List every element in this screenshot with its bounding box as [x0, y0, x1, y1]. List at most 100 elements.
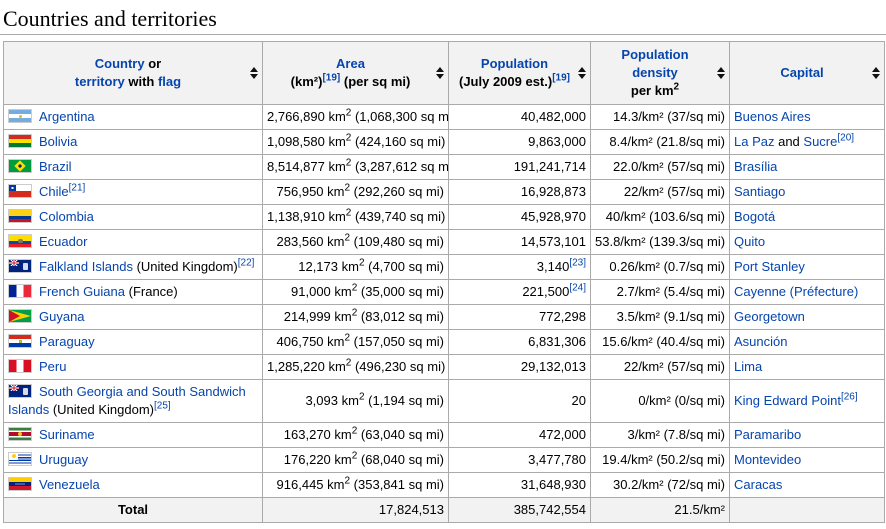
capital-link[interactable]: Cayenne (Préfecture): [734, 284, 859, 299]
population-cell: 9,863,000: [448, 129, 591, 155]
country-cell: Bolivia: [3, 129, 263, 155]
header-capital[interactable]: Capital: [729, 41, 885, 105]
unit-km: km: [324, 159, 346, 174]
country-header-link[interactable]: Country: [94, 56, 145, 71]
flag-header-link[interactable]: flag: [157, 74, 182, 89]
sort-button[interactable]: [250, 67, 258, 79]
area-cell: 1,138,910 km2 (439,740 sq mi): [262, 204, 449, 230]
country-link[interactable]: Ecuador: [39, 234, 88, 249]
area-mi-value: (424,160 sq mi): [351, 134, 446, 149]
density-cell: 3/km² (7.8/sq mi): [590, 422, 730, 448]
country-link[interactable]: Colombia: [39, 209, 94, 224]
area-mi-value: (63,040 sq mi): [357, 427, 444, 442]
country-link[interactable]: Bolivia: [39, 134, 78, 149]
unit-km: km: [323, 477, 345, 492]
country-link[interactable]: Peru: [39, 359, 67, 374]
flag-venezuela-icon[interactable]: [8, 477, 32, 491]
unit-km: km: [323, 234, 345, 249]
flag-guyana-icon[interactable]: [8, 309, 32, 323]
country-link[interactable]: Uruguay: [39, 452, 89, 467]
country-link[interactable]: Brazil: [39, 159, 72, 174]
footnote-link[interactable]: [22]: [237, 257, 255, 269]
country-link[interactable]: Venezuela: [39, 477, 100, 492]
flag-paraguay-icon[interactable]: [8, 334, 32, 348]
total-label-cell: Total: [3, 497, 263, 523]
header-population[interactable]: Population (July 2009 est.)[19]: [448, 41, 591, 105]
sort-button[interactable]: [717, 67, 725, 79]
sort-button[interactable]: [578, 67, 586, 79]
population-value: 772,298: [539, 309, 586, 324]
flag-argentina-icon[interactable]: [8, 109, 32, 123]
country-link[interactable]: South Georgia and South Sandwich Islands: [8, 384, 246, 417]
capital-link[interactable]: Montevideo: [734, 452, 802, 467]
unit-km: km: [323, 184, 345, 199]
density-header-link[interactable]: Population density: [621, 47, 689, 80]
country-link[interactable]: Falkland Islands: [39, 259, 133, 274]
capital-link[interactable]: Georgetown: [734, 309, 805, 324]
country-note: (United Kingdom): [49, 402, 154, 417]
header-density[interactable]: Population density per km2: [590, 41, 730, 105]
area-mi-value: (292,260 sq mi): [350, 184, 444, 199]
flag-brazil-icon[interactable]: [8, 159, 32, 173]
flag-uruguay-icon[interactable]: [8, 452, 32, 466]
area-km-value: 916,445: [276, 477, 324, 492]
footnote-link[interactable]: [21]: [68, 182, 86, 194]
capital-link[interactable]: Quito: [734, 234, 766, 249]
area-mi-value: (157,050 sq mi): [350, 334, 444, 349]
capital-header-link[interactable]: Capital: [780, 65, 824, 80]
capital-link[interactable]: Port Stanley: [734, 259, 805, 274]
capital-link[interactable]: Caracas: [734, 477, 783, 492]
flag-suriname-icon[interactable]: [8, 427, 32, 441]
country-cell: Venezuela: [3, 472, 263, 498]
flag-colombia-icon[interactable]: [8, 209, 32, 223]
country-link[interactable]: Paraguay: [39, 334, 95, 349]
table-row: Ecuador 283,560 km2 (109,480 sq mi) 14,5…: [3, 229, 885, 255]
footnote-link[interactable]: [24]: [569, 282, 586, 294]
flag-france-icon[interactable]: [8, 284, 32, 298]
unit-sup: 2: [351, 425, 358, 437]
population-value: 40,482,000: [520, 109, 586, 124]
flag-falkland-islands-icon[interactable]: [8, 259, 32, 273]
area-header-link[interactable]: Area: [336, 56, 365, 71]
footnote-link[interactable]: [25]: [153, 400, 171, 412]
population-value: 16,928,873: [520, 184, 586, 199]
population-value: 3,477,780: [528, 452, 586, 467]
country-link[interactable]: Suriname: [39, 427, 95, 442]
country-link[interactable]: French Guiana: [39, 284, 125, 299]
capital-link[interactable]: Asunción: [734, 334, 788, 349]
area-cell: 3,093 km2 (1,194 sq mi): [262, 379, 449, 423]
header-country[interactable]: Country or territory with flag: [3, 41, 263, 105]
footnote-link[interactable]: [23]: [569, 257, 586, 269]
flag-south-georgia-icon[interactable]: [8, 384, 32, 398]
capital-link[interactable]: Lima: [734, 359, 763, 374]
country-link[interactable]: Guyana: [39, 309, 85, 324]
capital-link[interactable]: Paramaribo: [734, 427, 802, 442]
flag-peru-icon[interactable]: [8, 359, 32, 373]
capital-link[interactable]: Buenos Aires: [734, 109, 811, 124]
flag-bolivia-icon[interactable]: [8, 134, 32, 148]
footnote-link[interactable]: [19]: [322, 72, 341, 84]
sort-button[interactable]: [872, 67, 880, 79]
footnote-link[interactable]: [26]: [840, 391, 858, 403]
capital-link-2[interactable]: Sucre: [803, 134, 838, 149]
capital-link[interactable]: Santiago: [734, 184, 786, 199]
header-area[interactable]: Area (km²)[19] (per sq mi): [262, 41, 449, 105]
capital-cell: Cayenne (Préfecture): [729, 279, 885, 305]
country-link[interactable]: Argentina: [39, 109, 95, 124]
footnote-link[interactable]: [20]: [837, 132, 855, 144]
sort-button[interactable]: [436, 67, 444, 79]
capital-link[interactable]: Bogotá: [734, 209, 776, 224]
population-header-link[interactable]: Population: [480, 56, 549, 71]
table-row: Brazil 8,514,877 km2 (3,287,612 sq mi) 1…: [3, 154, 885, 180]
capital-link[interactable]: La Paz: [734, 134, 775, 149]
table-row: Venezuela 916,445 km2 (353,841 sq mi) 31…: [3, 472, 885, 498]
capital-link[interactable]: King Edward Point: [734, 393, 841, 408]
unit-km: km: [338, 393, 359, 408]
territory-header-link[interactable]: territory: [74, 74, 125, 89]
capital-link[interactable]: Brasília: [734, 159, 778, 174]
population-value: 6,831,306: [528, 334, 586, 349]
country-link[interactable]: Chile: [39, 184, 69, 199]
flag-ecuador-icon[interactable]: [8, 234, 32, 248]
footnote-link[interactable]: [19]: [552, 72, 570, 84]
flag-chile-icon[interactable]: [8, 184, 32, 198]
